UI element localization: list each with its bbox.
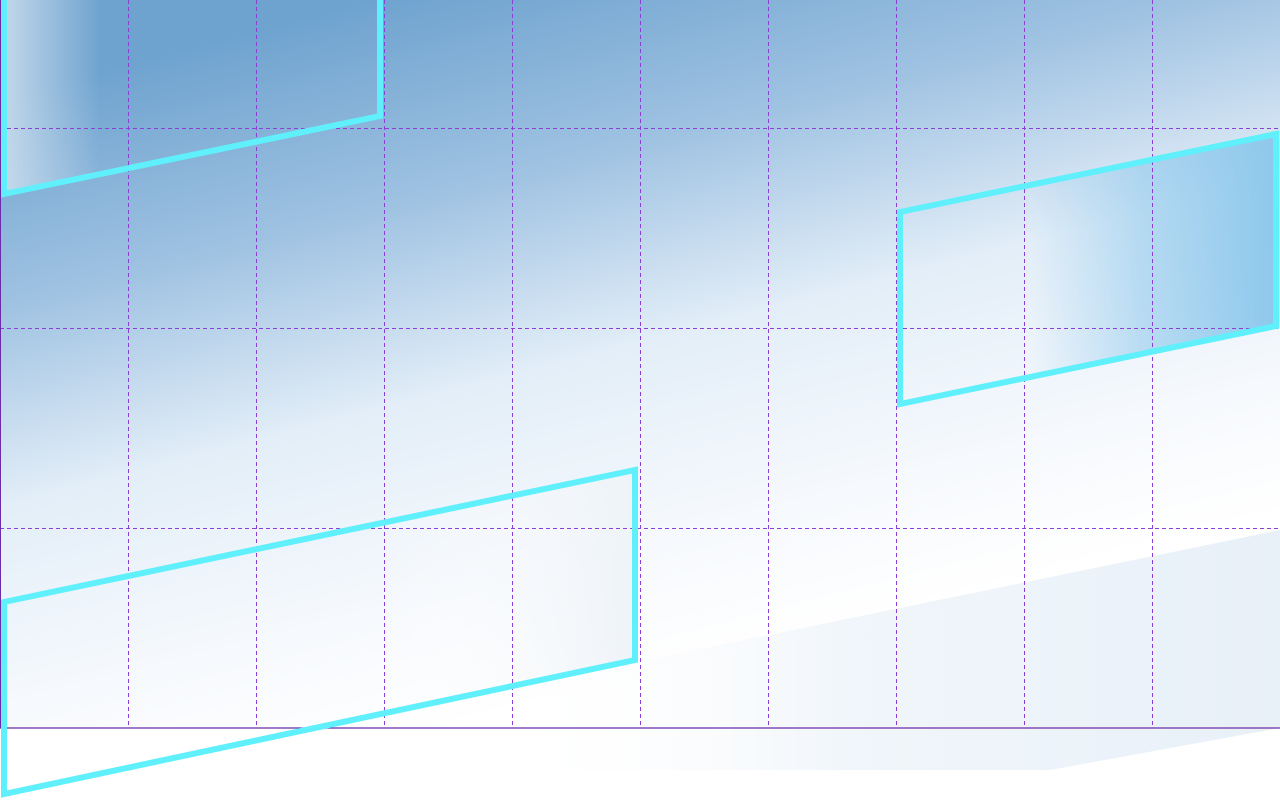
frame-fill-top-right <box>900 134 1277 404</box>
frame-top-left <box>0 0 383 198</box>
dashed-grid <box>0 0 1280 728</box>
diagonal-light-band <box>500 530 1280 770</box>
frame-fill-top-left <box>0 0 380 196</box>
frame-top-right <box>897 130 1279 408</box>
frame-fill-bottom-left <box>4 470 635 794</box>
frame-bottom-left <box>1 466 638 798</box>
